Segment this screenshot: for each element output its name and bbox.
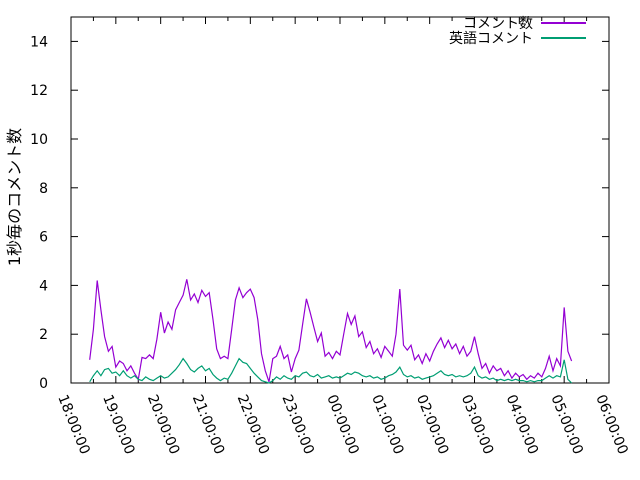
x-tick-label: 01:00:00	[368, 393, 406, 457]
series-english-comments-line	[89, 357, 573, 384]
y-axis-title: 1秒毎のコメント数	[5, 127, 24, 267]
legend-item-comments: コメント数	[449, 15, 586, 32]
y-tick-label: 6	[39, 230, 48, 246]
x-tick-label: 22:00:00	[234, 393, 272, 457]
y-tick-label: 10	[30, 132, 48, 148]
y-tick-label: 2	[39, 327, 48, 343]
x-tick-label: 05:00:00	[547, 393, 585, 457]
legend-line-sample-english-comments	[541, 36, 586, 39]
y-tick-label: 8	[39, 181, 48, 197]
y-tick-label: 12	[30, 83, 48, 99]
legend-label-english-comments: 英語コメント	[449, 30, 533, 47]
x-tick-label: 00:00:00	[323, 393, 361, 457]
x-tick-label: 04:00:00	[503, 393, 541, 457]
y-tick-label: 0	[39, 376, 48, 392]
x-tick-label: 20:00:00	[144, 393, 182, 457]
legend-item-english-comments: 英語コメント	[449, 30, 586, 47]
legend-label-comments: コメント数	[463, 15, 533, 32]
y-tick-label: 4	[39, 278, 48, 294]
x-tick-label: 21:00:00	[189, 393, 227, 457]
x-tick-label: 06:00:00	[592, 393, 630, 457]
x-tick-label: 19:00:00	[99, 393, 137, 457]
x-tick-label: 02:00:00	[413, 393, 451, 457]
plot-border	[70, 16, 610, 384]
y-tick-label: 14	[30, 34, 48, 50]
legend-line-sample-comments	[541, 21, 586, 24]
legend: コメント数 英語コメント	[449, 15, 586, 47]
series-comments-line	[89, 279, 573, 382]
x-tick-label: 23:00:00	[278, 393, 316, 457]
x-tick-label: 18:00:00	[54, 393, 92, 457]
x-tick-label: 03:00:00	[458, 393, 496, 457]
